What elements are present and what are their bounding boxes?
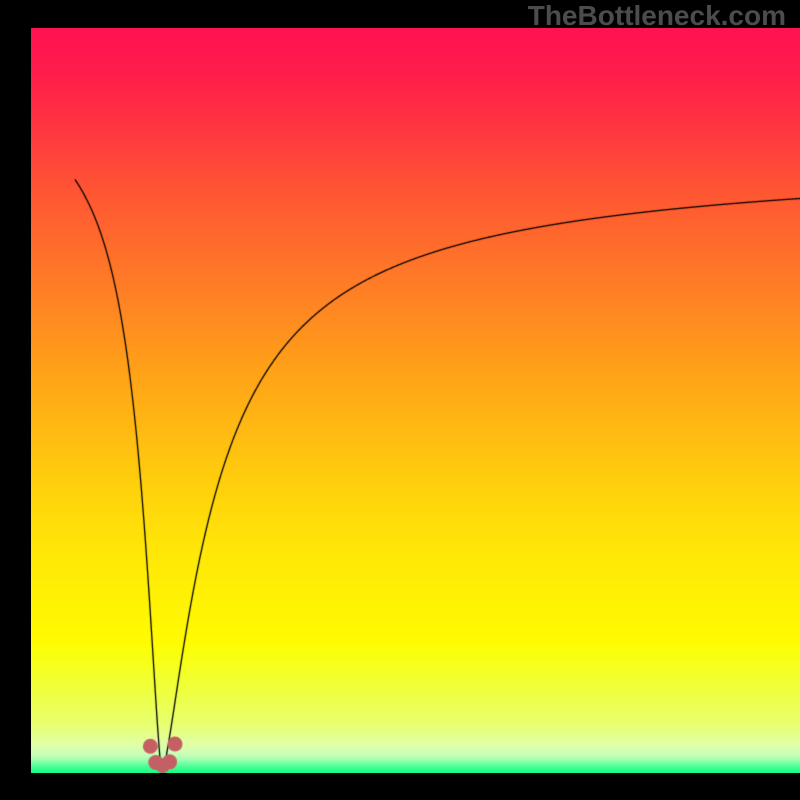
bottleneck-curve-canvas	[31, 28, 800, 773]
plot-area	[31, 28, 800, 773]
chart-frame: TheBottleneck.com	[0, 0, 800, 800]
